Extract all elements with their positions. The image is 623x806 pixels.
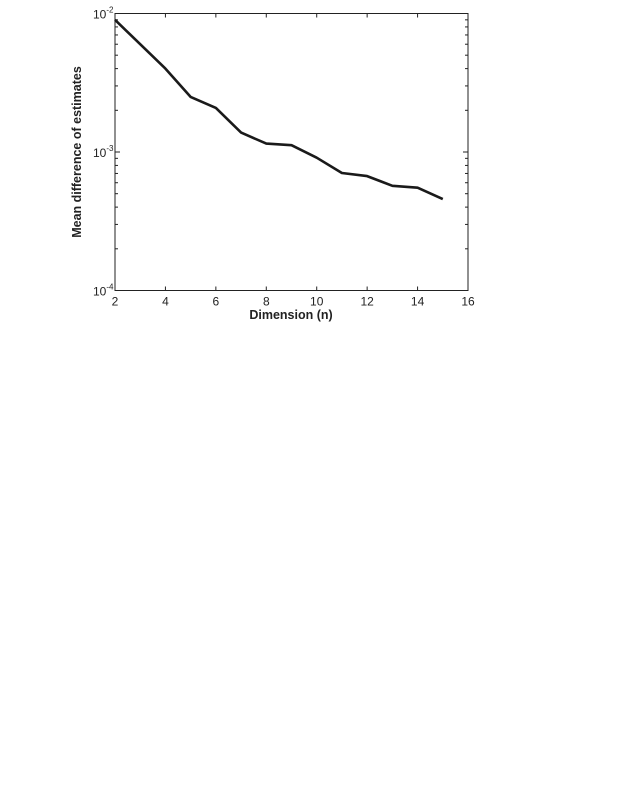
series-line (114, 18, 444, 201)
y-axis-label: Mean difference of estimates (70, 66, 84, 238)
x-tick-label: 6 (213, 295, 220, 309)
y-tick-label: 10-3 (93, 144, 114, 160)
x-tick-label: 2 (112, 295, 119, 309)
x-tick-label: 10 (310, 295, 324, 309)
y-tick-label: 10-4 (93, 283, 114, 299)
x-tick-label: 8 (263, 295, 270, 309)
x-tick-label: 4 (162, 295, 169, 309)
x-tick-label: 12 (360, 295, 374, 309)
y-tick-label: 10-2 (93, 6, 114, 22)
x-tick-label: 14 (411, 295, 425, 309)
x-tick-label: 16 (461, 295, 475, 309)
x-axis-label: Dimension (n) (249, 308, 332, 322)
plot-frame (114, 13, 469, 291)
